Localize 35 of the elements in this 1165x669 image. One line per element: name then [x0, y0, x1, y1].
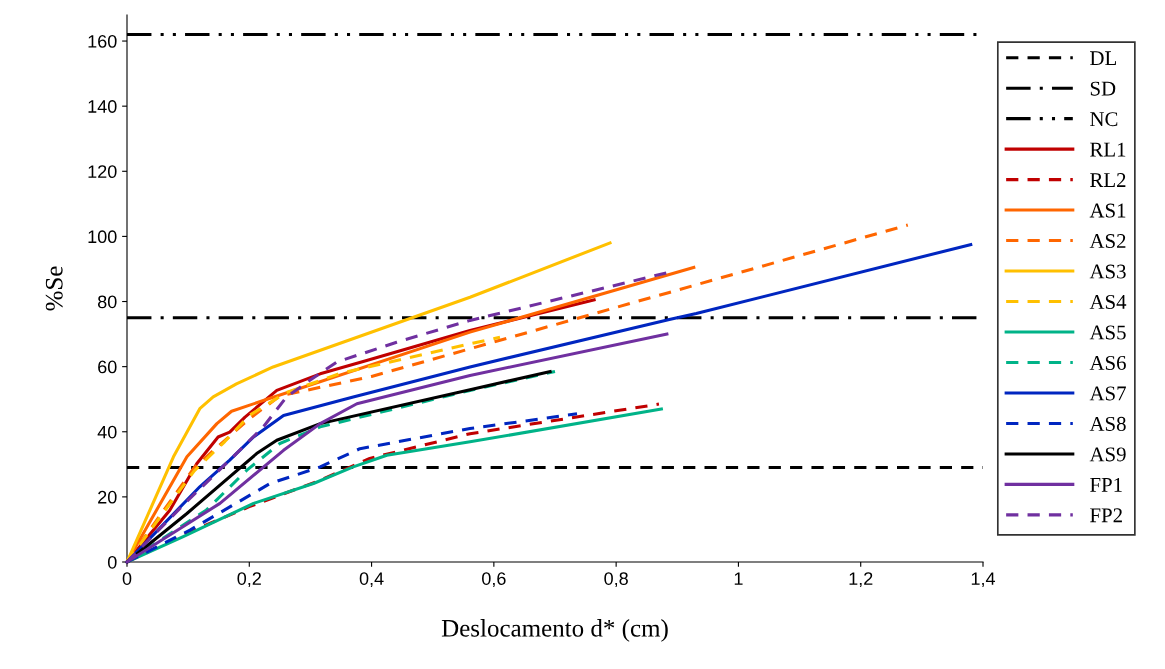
legend-label: AS5	[1089, 325, 1126, 340]
y-tick-label: 40	[97, 425, 117, 439]
x-tick-label: 1,4	[971, 572, 996, 588]
legend-label: RL1	[1090, 142, 1126, 157]
legend-label: FP1	[1090, 477, 1122, 492]
y-tick-label: 0	[107, 555, 117, 569]
x-tick-label: 0,4	[359, 572, 384, 588]
y-tick-label: 20	[98, 490, 117, 504]
y-tick-label: 80	[97, 295, 117, 309]
legend-label: AS8	[1089, 416, 1126, 431]
x-tick-label: 1	[734, 572, 743, 585]
x-tick-label: 0,2	[237, 572, 261, 588]
x-axis-title: Deslocamento d* (cm)	[441, 619, 668, 642]
legend-label: SD	[1090, 81, 1116, 96]
x-tick-label: 0,8	[604, 572, 628, 588]
x-tick-label: 0	[122, 572, 132, 585]
y-tick-label: 120	[88, 165, 117, 179]
y-tick-label: 60	[98, 360, 117, 374]
y-axis-title: %Se	[45, 266, 63, 311]
x-tick-label: 0,6	[482, 572, 506, 588]
x-tick-label: 1,2	[849, 572, 873, 588]
y-tick-label: 160	[88, 34, 117, 48]
legend-label: AS9	[1089, 447, 1126, 462]
legend-label: AS1	[1089, 203, 1126, 218]
legend-label: AS6	[1089, 355, 1126, 370]
y-tick-label: 100	[88, 230, 117, 244]
legend-label: NC	[1090, 112, 1118, 127]
legend-label: AS7	[1089, 386, 1126, 401]
legend-label: DL	[1090, 51, 1116, 66]
legend-label: AS4	[1089, 295, 1127, 310]
legend-label: AS2	[1089, 234, 1126, 249]
legend-label: RL2	[1090, 173, 1126, 187]
y-tick-label: 140	[88, 100, 117, 113]
legend-label: FP2	[1090, 508, 1122, 523]
legend-label: AS3	[1089, 264, 1126, 279]
